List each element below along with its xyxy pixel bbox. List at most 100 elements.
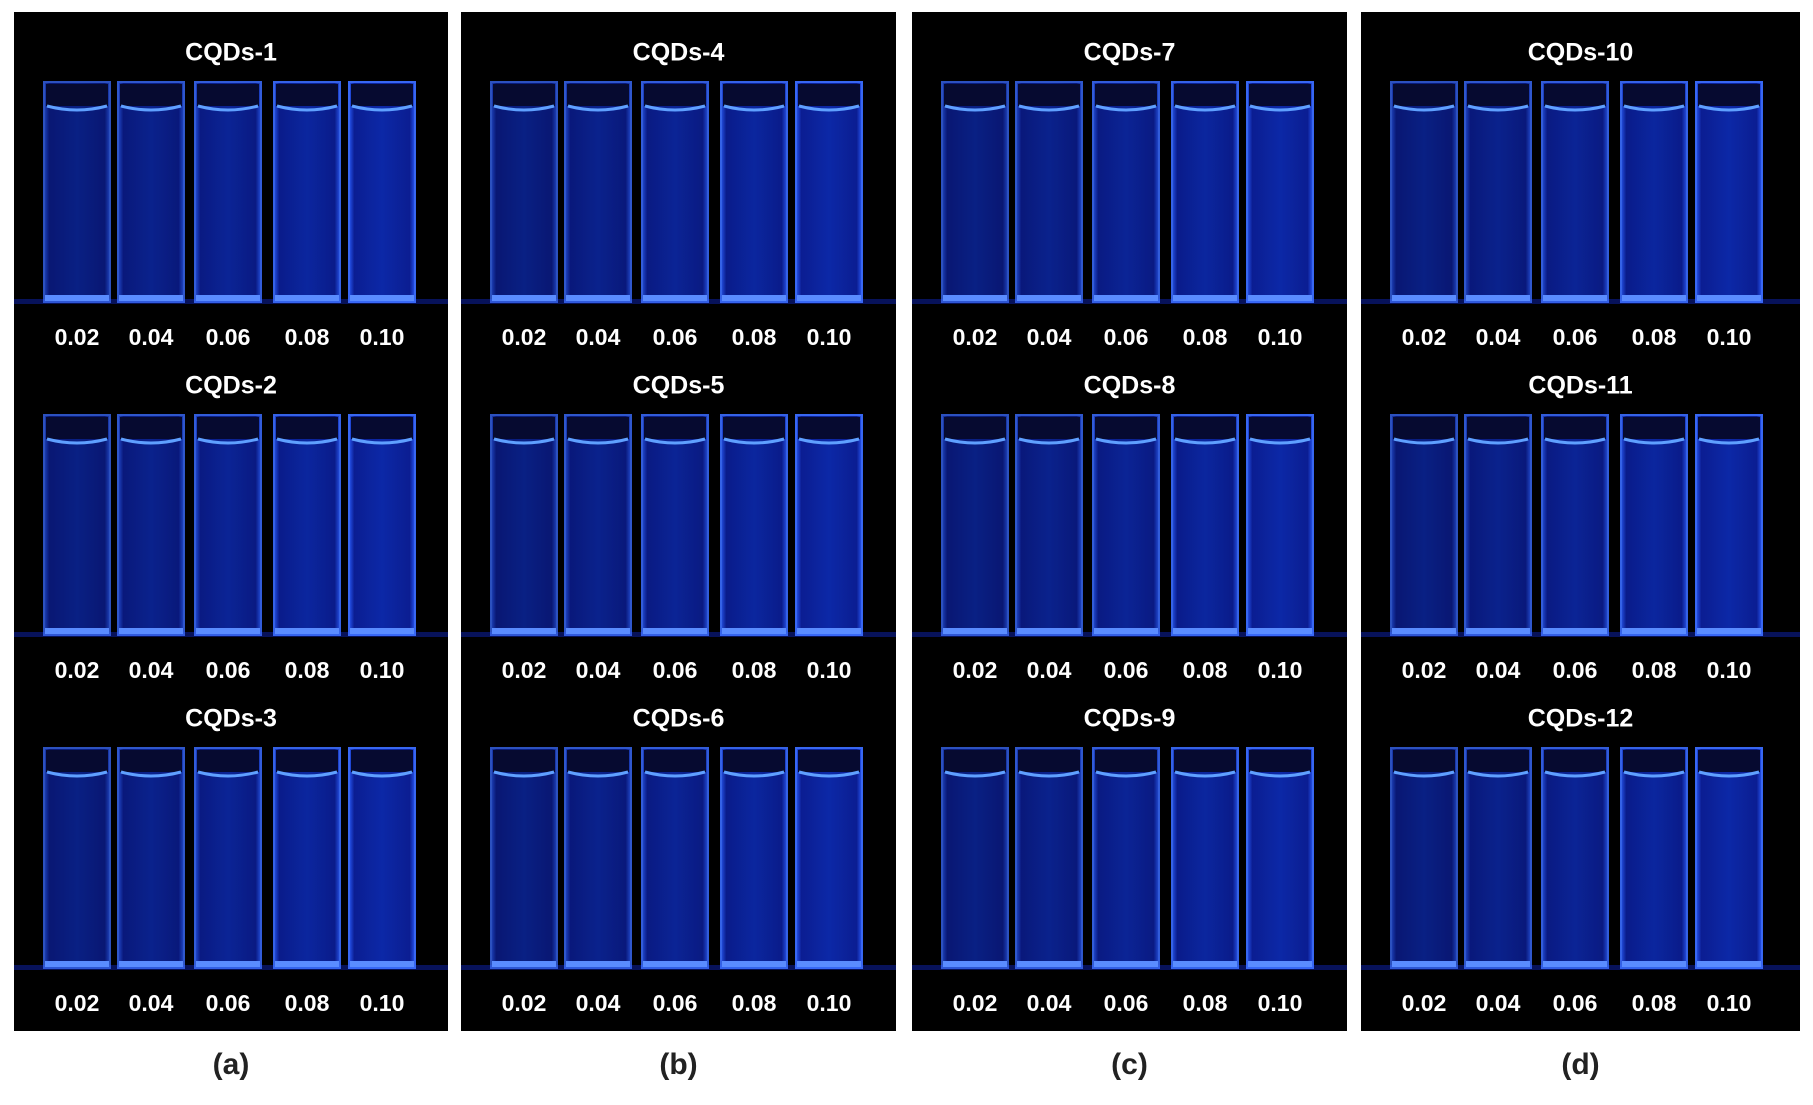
concentration-label: 0.08 xyxy=(285,324,330,350)
panel: CQDs-4 0.02 0.04 0.06 0.08 0.10 CQDs-5 0.02 0.04… xyxy=(461,12,896,1081)
concentration-label: 0.04 xyxy=(576,990,621,1016)
cuvette-base-glow xyxy=(722,295,786,301)
cuvette-base-glow xyxy=(797,628,861,634)
cuvette-body xyxy=(641,747,709,969)
cuvette-top xyxy=(1544,750,1606,772)
row-title: CQDs-2 xyxy=(185,372,277,400)
meniscus xyxy=(1174,770,1236,778)
cuvette-base-glow xyxy=(1466,961,1530,967)
meniscus xyxy=(1095,437,1157,445)
cuvette-top xyxy=(1467,84,1529,106)
cuvette-body xyxy=(43,81,111,303)
cuvette-body xyxy=(1246,414,1314,636)
cuvette xyxy=(1541,414,1609,636)
cuvette-top xyxy=(197,417,259,439)
concentration-label: 0.08 xyxy=(1632,657,1677,683)
cuvette-body xyxy=(194,81,262,303)
cuvette-body xyxy=(1246,747,1314,969)
cuvette xyxy=(348,81,416,303)
cuvette-top xyxy=(1095,417,1157,439)
cuvette xyxy=(490,747,558,969)
meniscus xyxy=(1393,770,1455,778)
meniscus xyxy=(644,437,706,445)
meniscus xyxy=(1544,104,1606,112)
meniscus xyxy=(723,770,785,778)
cuvette xyxy=(117,414,185,636)
cuvette xyxy=(720,414,788,636)
cuvette xyxy=(941,414,1009,636)
cuvette-top xyxy=(1174,750,1236,772)
meniscus xyxy=(798,104,860,112)
cuvette-base-glow xyxy=(1017,295,1081,301)
cuvette-top xyxy=(944,417,1006,439)
concentration-label: 0.04 xyxy=(1027,990,1072,1016)
cuvette xyxy=(1620,414,1688,636)
cuvette xyxy=(1464,747,1532,969)
row-title: CQDs-10 xyxy=(1528,39,1634,67)
cuvette-base-glow xyxy=(275,628,339,634)
cuvette-body xyxy=(641,81,709,303)
cuvette xyxy=(1246,81,1314,303)
cuvette-top xyxy=(1467,417,1529,439)
panel-label: (c) xyxy=(1111,1048,1148,1081)
cuvette-base-glow xyxy=(350,295,414,301)
cuvette-top xyxy=(1544,84,1606,106)
meniscus xyxy=(1544,770,1606,778)
cuvette-body xyxy=(564,81,632,303)
concentration-label: 0.02 xyxy=(55,324,100,350)
cuvette-base-glow xyxy=(797,961,861,967)
meniscus xyxy=(1018,104,1080,112)
meniscus xyxy=(46,437,108,445)
cuvette-base-glow xyxy=(1543,961,1607,967)
cuvette-base-glow xyxy=(1173,961,1237,967)
cuvette xyxy=(1015,414,1083,636)
cuvette-base-glow xyxy=(196,961,260,967)
cuvette xyxy=(1171,414,1239,636)
cuvette-top xyxy=(723,84,785,106)
cuvette-top xyxy=(197,84,259,106)
concentration-label: 0.08 xyxy=(285,657,330,683)
cuvette-body xyxy=(1015,81,1083,303)
concentration-label: 0.10 xyxy=(360,990,405,1016)
meniscus xyxy=(1095,770,1157,778)
cuvette-base-glow xyxy=(943,295,1007,301)
concentration-label: 0.04 xyxy=(1476,657,1521,683)
concentration-label: 0.10 xyxy=(360,657,405,683)
meniscus xyxy=(798,770,860,778)
cuvette-base-glow xyxy=(1094,295,1158,301)
cuvette-base-glow xyxy=(1392,961,1456,967)
cuvette-body xyxy=(720,747,788,969)
meniscus xyxy=(197,104,259,112)
cuvette-base-glow xyxy=(1622,628,1686,634)
cuvette-body xyxy=(1015,414,1083,636)
concentration-label: 0.02 xyxy=(953,990,998,1016)
concentration-label: 0.06 xyxy=(206,990,251,1016)
cuvette-body xyxy=(1015,747,1083,969)
meniscus xyxy=(1249,770,1311,778)
cuvette-top xyxy=(1249,750,1311,772)
cuvette-base-glow xyxy=(119,295,183,301)
cuvette-body xyxy=(1541,747,1609,969)
cuvette-top xyxy=(351,84,413,106)
cuvette-top xyxy=(1467,750,1529,772)
concentration-label: 0.08 xyxy=(732,657,777,683)
meniscus xyxy=(1393,437,1455,445)
concentration-label: 0.08 xyxy=(1632,990,1677,1016)
cuvette-base-glow xyxy=(722,628,786,634)
cuvette xyxy=(1695,81,1763,303)
cuvette xyxy=(720,81,788,303)
concentration-label: 0.04 xyxy=(129,990,174,1016)
cuvette-top xyxy=(1095,84,1157,106)
cuvette-base-glow xyxy=(1017,628,1081,634)
cuvette-top xyxy=(493,84,555,106)
cuvette xyxy=(1541,81,1609,303)
concentration-label: 0.04 xyxy=(1476,990,1521,1016)
meniscus xyxy=(1623,104,1685,112)
cuvette-body xyxy=(1092,414,1160,636)
cuvette xyxy=(43,81,111,303)
concentration-label: 0.02 xyxy=(502,990,547,1016)
concentration-label: 0.02 xyxy=(502,324,547,350)
cuvette-top xyxy=(276,84,338,106)
cuvette-body xyxy=(1620,81,1688,303)
cuvette-body xyxy=(1541,414,1609,636)
